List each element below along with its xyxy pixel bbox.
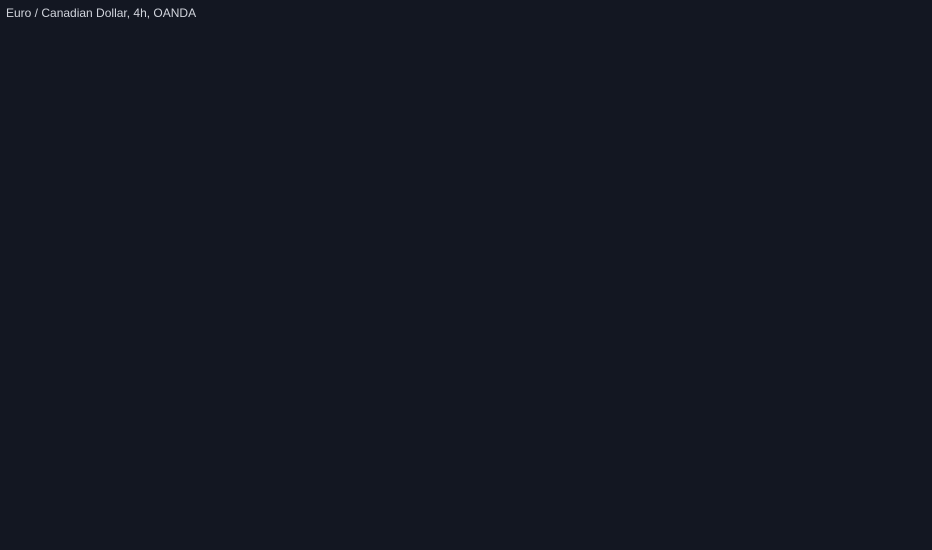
chart-title: Euro / Canadian Dollar, 4h, OANDA <box>6 6 196 20</box>
